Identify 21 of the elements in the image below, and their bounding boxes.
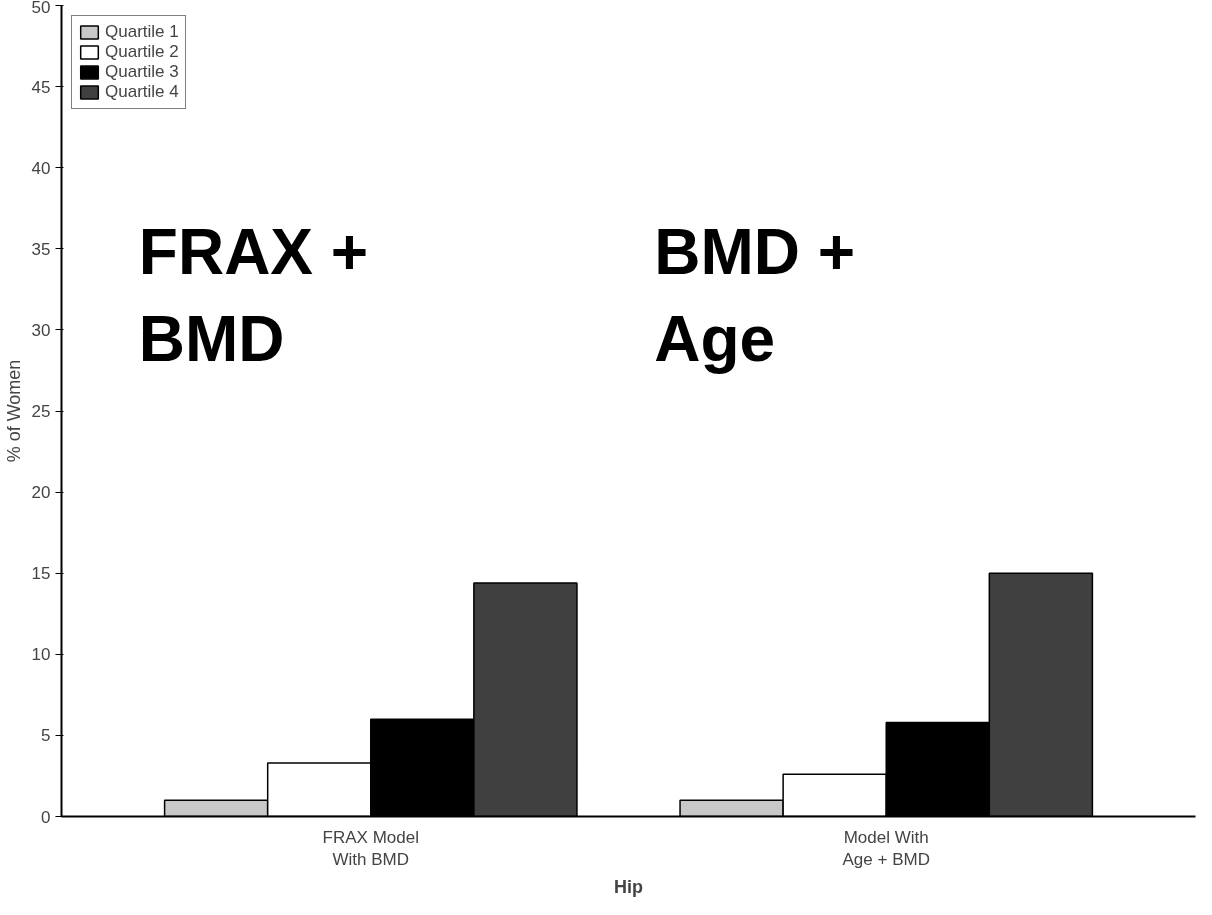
legend-label: Quartile 2 (105, 42, 179, 62)
y-tick-label: 35 (31, 239, 51, 259)
y-tick-label: 45 (31, 77, 51, 97)
legend-label: Quartile 1 (105, 22, 179, 42)
y-tick-label: 25 (31, 402, 51, 421)
y-tick-label: 50 (31, 0, 51, 17)
x-tick-label: FRAX Model With BMD (322, 827, 419, 870)
legend-label: Quartile 4 (105, 82, 179, 102)
x-axis-title: Hip (614, 877, 643, 898)
y-tick-label: 20 (31, 483, 51, 503)
y-tick-label: 10 (31, 645, 51, 665)
y-tick-label: 15 (31, 564, 51, 584)
y-axis-title: % of Women (3, 359, 24, 463)
annotation: BMD + Age (654, 216, 856, 375)
y-tick-label: 30 (31, 320, 51, 340)
y-tick-label: 5 (41, 726, 51, 746)
y-tick-label: 40 (31, 158, 51, 178)
x-tick-label: Model With Age + BMD (842, 827, 930, 870)
y-tick-label: 0 (41, 807, 51, 827)
legend-label: Quartile 3 (105, 62, 179, 82)
annotation: FRAX + BMD (138, 216, 369, 375)
